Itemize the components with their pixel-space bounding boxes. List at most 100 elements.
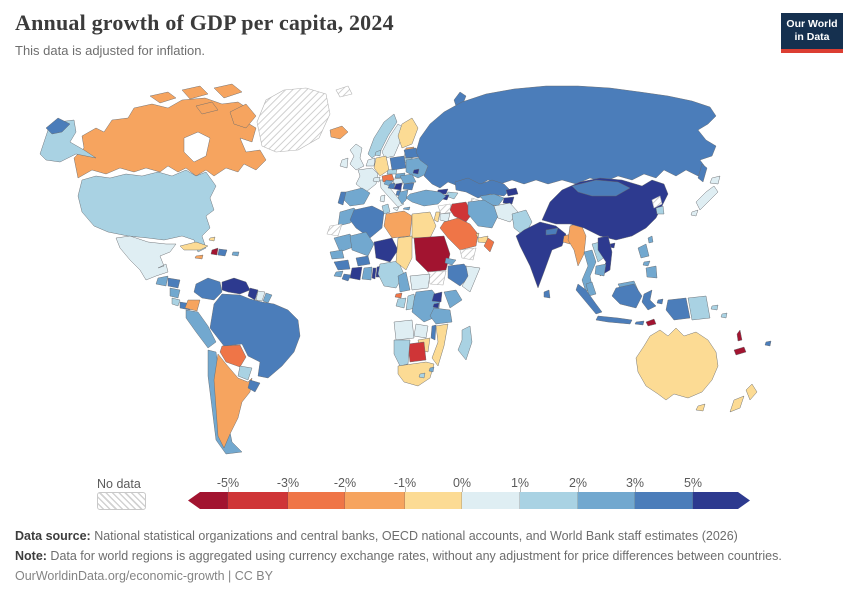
country-canada[interactable] bbox=[73, 97, 267, 179]
country-argentina[interactable] bbox=[213, 353, 253, 449]
country-indonesia-sumatra[interactable] bbox=[575, 283, 603, 315]
legend-segment-p1_2[interactable] bbox=[520, 492, 578, 509]
country-egypt[interactable] bbox=[411, 211, 437, 239]
country-madagascar[interactable] bbox=[457, 325, 473, 361]
country-mozambique[interactable] bbox=[431, 323, 449, 367]
country-paraguay[interactable] bbox=[237, 365, 253, 381]
country-cambodia[interactable] bbox=[594, 263, 607, 277]
country-svalbard[interactable] bbox=[335, 85, 353, 98]
country-indonesia-sulawesi[interactable] bbox=[641, 289, 657, 311]
country-new-caledonia[interactable] bbox=[733, 346, 747, 356]
country-philippines-luzon[interactable] bbox=[637, 243, 650, 259]
country-equatorial-guinea[interactable] bbox=[394, 292, 403, 299]
country-namibia[interactable] bbox=[393, 339, 411, 367]
country-libya[interactable] bbox=[383, 210, 413, 239]
country-uk[interactable] bbox=[349, 143, 365, 171]
country-japan-honshu[interactable] bbox=[695, 185, 719, 211]
country-sierra-leone[interactable] bbox=[333, 270, 344, 278]
country-uganda[interactable] bbox=[431, 291, 443, 303]
citation-link[interactable]: OurWorldinData.org/economic-growth | CC … bbox=[15, 569, 273, 583]
country-philippines-mindanao[interactable] bbox=[645, 265, 658, 279]
country-lesotho[interactable] bbox=[418, 372, 426, 379]
country-nicaragua[interactable] bbox=[169, 287, 181, 299]
country-haiti[interactable] bbox=[210, 247, 219, 256]
country-rwanda[interactable] bbox=[432, 302, 440, 309]
country-iran[interactable] bbox=[467, 199, 499, 229]
country-cameroon[interactable] bbox=[397, 271, 411, 293]
country-guatemala[interactable] bbox=[155, 275, 169, 287]
country-spain[interactable] bbox=[341, 187, 371, 207]
country-indonesia-lesser-sunda[interactable] bbox=[634, 320, 645, 326]
country-sudan[interactable] bbox=[413, 235, 451, 273]
country-moldova[interactable] bbox=[412, 168, 420, 175]
country-peru[interactable] bbox=[185, 309, 217, 349]
country-cuba[interactable] bbox=[179, 241, 209, 251]
legend-segment-neg5_neg3[interactable] bbox=[228, 492, 288, 509]
country-yemen[interactable] bbox=[459, 247, 477, 261]
country-dominican-republic[interactable] bbox=[217, 248, 228, 257]
country-canada-arctic3[interactable] bbox=[213, 83, 243, 99]
country-canada-arctic4[interactable] bbox=[195, 101, 219, 115]
country-qatar[interactable] bbox=[475, 232, 480, 239]
country-azerbaijan[interactable] bbox=[445, 191, 459, 200]
country-china[interactable] bbox=[541, 177, 669, 241]
legend-segment-gt5[interactable] bbox=[693, 492, 750, 509]
country-greenland[interactable] bbox=[256, 87, 331, 153]
legend-segment-neg2_neg1[interactable] bbox=[345, 492, 405, 509]
country-taiwan[interactable] bbox=[647, 235, 654, 244]
country-italy-sicily[interactable] bbox=[392, 206, 400, 212]
country-usa[interactable] bbox=[77, 169, 217, 253]
country-denmark[interactable] bbox=[374, 149, 382, 157]
country-turkey[interactable] bbox=[405, 189, 447, 207]
country-colombia[interactable] bbox=[193, 277, 223, 301]
country-cote-divoire[interactable] bbox=[349, 266, 363, 281]
country-saudi-arabia[interactable] bbox=[439, 217, 479, 251]
country-sri-lanka[interactable] bbox=[543, 289, 551, 299]
country-costa-rica[interactable] bbox=[171, 297, 181, 307]
country-mexico[interactable] bbox=[115, 235, 177, 281]
country-romania[interactable] bbox=[399, 173, 417, 185]
country-greece-crete[interactable] bbox=[402, 206, 411, 211]
country-israel[interactable] bbox=[433, 211, 441, 223]
country-north-korea[interactable] bbox=[651, 195, 663, 209]
country-jamaica[interactable] bbox=[194, 254, 204, 260]
country-canada-arctic1[interactable] bbox=[149, 91, 177, 104]
country-indonesia-java[interactable] bbox=[595, 315, 633, 325]
country-solomon-islands[interactable] bbox=[720, 312, 728, 319]
country-germany[interactable] bbox=[373, 155, 390, 177]
country-kenya[interactable] bbox=[443, 289, 463, 309]
country-myanmar[interactable] bbox=[567, 221, 587, 267]
country-kyrgyzstan[interactable] bbox=[505, 187, 519, 197]
country-bulgaria[interactable] bbox=[402, 182, 415, 191]
country-puerto-rico[interactable] bbox=[231, 251, 240, 257]
country-benelux[interactable] bbox=[365, 157, 376, 167]
country-greece[interactable] bbox=[397, 189, 409, 205]
country-japan-kyushu[interactable] bbox=[690, 209, 699, 217]
country-iceland[interactable] bbox=[329, 125, 349, 140]
country-norway[interactable] bbox=[367, 113, 398, 159]
country-fiji[interactable] bbox=[764, 340, 772, 347]
country-guyana[interactable] bbox=[247, 287, 259, 301]
country-indonesia-papua[interactable] bbox=[665, 297, 691, 321]
country-botswana[interactable] bbox=[407, 341, 427, 363]
country-tunisia[interactable] bbox=[381, 203, 391, 215]
country-poland[interactable] bbox=[389, 155, 407, 171]
country-gabon[interactable] bbox=[395, 297, 407, 309]
country-russia-sakhalin[interactable] bbox=[697, 163, 708, 183]
country-south-korea[interactable] bbox=[655, 205, 665, 215]
country-philippines-visayas[interactable] bbox=[642, 260, 651, 267]
country-france[interactable] bbox=[355, 167, 379, 193]
legend-segment-neg1_0[interactable] bbox=[405, 492, 462, 509]
country-png-new-britain[interactable] bbox=[710, 304, 719, 311]
country-australia[interactable] bbox=[635, 327, 719, 401]
legend-colorbar[interactable] bbox=[188, 492, 750, 509]
country-south-africa[interactable] bbox=[397, 361, 435, 387]
country-malaysia-peninsula[interactable] bbox=[585, 281, 597, 297]
country-western-sahara[interactable] bbox=[326, 223, 343, 237]
country-new-zealand-north[interactable] bbox=[745, 383, 758, 401]
country-eritrea[interactable] bbox=[444, 257, 457, 266]
country-angola[interactable] bbox=[393, 319, 415, 341]
country-honduras[interactable] bbox=[167, 277, 181, 289]
country-australia-tasmania[interactable] bbox=[695, 403, 706, 412]
